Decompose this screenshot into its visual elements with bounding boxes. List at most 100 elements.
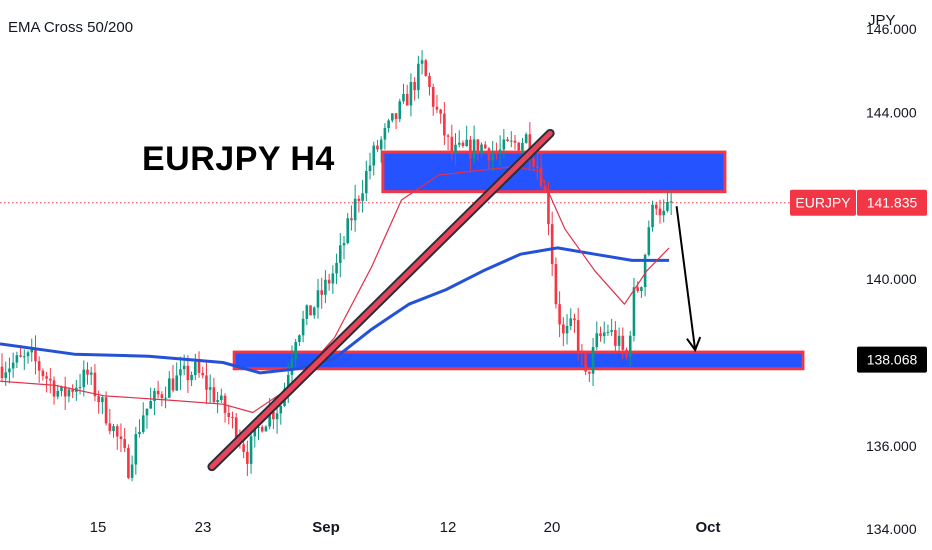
candle-body (127, 447, 130, 478)
candle (550, 211, 554, 276)
price-unit-label: JPY (868, 12, 896, 29)
candle (372, 141, 376, 176)
candle (394, 112, 398, 130)
candle-body (93, 372, 97, 397)
candle-body (539, 167, 543, 187)
candle (208, 374, 212, 404)
candle (398, 98, 402, 123)
candle-body (487, 148, 491, 161)
price-tick-label: 140.000 (866, 271, 917, 287)
candle (472, 125, 476, 163)
candle (331, 265, 335, 295)
candle (495, 142, 498, 160)
candle-body (242, 444, 245, 452)
candle-body (134, 434, 138, 465)
candle (454, 133, 457, 165)
candle (405, 84, 409, 106)
time-axis[interactable]: 15 23 Sep 12 20 Oct (90, 519, 721, 536)
candle (41, 368, 45, 381)
candle-body (49, 378, 52, 381)
support-level-value: 138.068 (867, 352, 918, 368)
current-price-tag (857, 189, 927, 216)
candle (45, 371, 48, 393)
candle-body (651, 204, 654, 228)
candle-body (86, 369, 89, 375)
candle (547, 181, 550, 236)
candle-body (576, 320, 580, 351)
candle (164, 386, 167, 409)
candle (387, 118, 390, 133)
candle-body (327, 279, 331, 284)
candle-body (554, 264, 558, 305)
candle-body (591, 347, 595, 374)
candle-body (335, 262, 338, 274)
candle-body (156, 390, 160, 395)
candle-body (11, 362, 15, 369)
indicator-legend[interactable]: EMA Cross 50/200 (8, 19, 134, 36)
candle-body (272, 411, 275, 420)
candle (56, 384, 60, 400)
candle-body (82, 369, 86, 388)
candle (160, 391, 164, 407)
candle (86, 362, 89, 385)
candle-body (41, 370, 45, 377)
candle (275, 406, 279, 434)
candle-body (97, 396, 100, 403)
drawing-layer (207, 128, 702, 472)
candle (614, 321, 617, 354)
candle (584, 353, 587, 376)
candle (49, 368, 52, 394)
candle (651, 200, 654, 232)
candle-body (394, 113, 398, 120)
candle-body (439, 109, 442, 114)
candle-body (26, 352, 30, 357)
candle-body (606, 331, 610, 333)
candle-body (524, 134, 528, 143)
candle (350, 205, 353, 231)
candle-body (628, 335, 632, 357)
candle (179, 356, 182, 390)
candle-body (379, 139, 383, 150)
candle-body (298, 335, 301, 342)
candle (294, 338, 297, 368)
candle-body (387, 120, 390, 129)
candle-body (190, 374, 193, 381)
candle (342, 235, 346, 260)
candle-body (108, 423, 112, 432)
candle-body (268, 411, 271, 427)
candle (134, 426, 138, 475)
candle (104, 391, 108, 426)
candle-body (324, 279, 327, 295)
candle (338, 233, 342, 278)
candle-body (286, 374, 290, 389)
candle (658, 199, 662, 224)
candle-body (294, 341, 297, 360)
candle-body (123, 439, 126, 448)
candle (368, 152, 372, 180)
candle (413, 77, 416, 101)
candle-body (231, 417, 234, 419)
candle (26, 350, 30, 364)
candle-body (264, 426, 268, 432)
candle-body (37, 361, 41, 371)
candle (383, 123, 387, 150)
candle (327, 273, 331, 291)
candle (112, 424, 115, 438)
candle (517, 141, 521, 152)
current-price-value: 141.835 (867, 195, 918, 211)
candle (379, 136, 383, 163)
candle (167, 371, 171, 399)
candle-body (368, 165, 372, 172)
candle (312, 306, 316, 319)
candle-body (119, 436, 123, 440)
candle (435, 94, 439, 114)
candle (580, 343, 584, 366)
ema-layer (0, 166, 670, 414)
trendline (209, 130, 553, 470)
price-axis[interactable]: 146.000 144.000 140.000 136.000 134.000 EURJP… (790, 0, 932, 550)
candle-body (19, 355, 22, 357)
candle-body (342, 243, 346, 246)
candle (63, 376, 67, 410)
candle-body (398, 101, 402, 120)
